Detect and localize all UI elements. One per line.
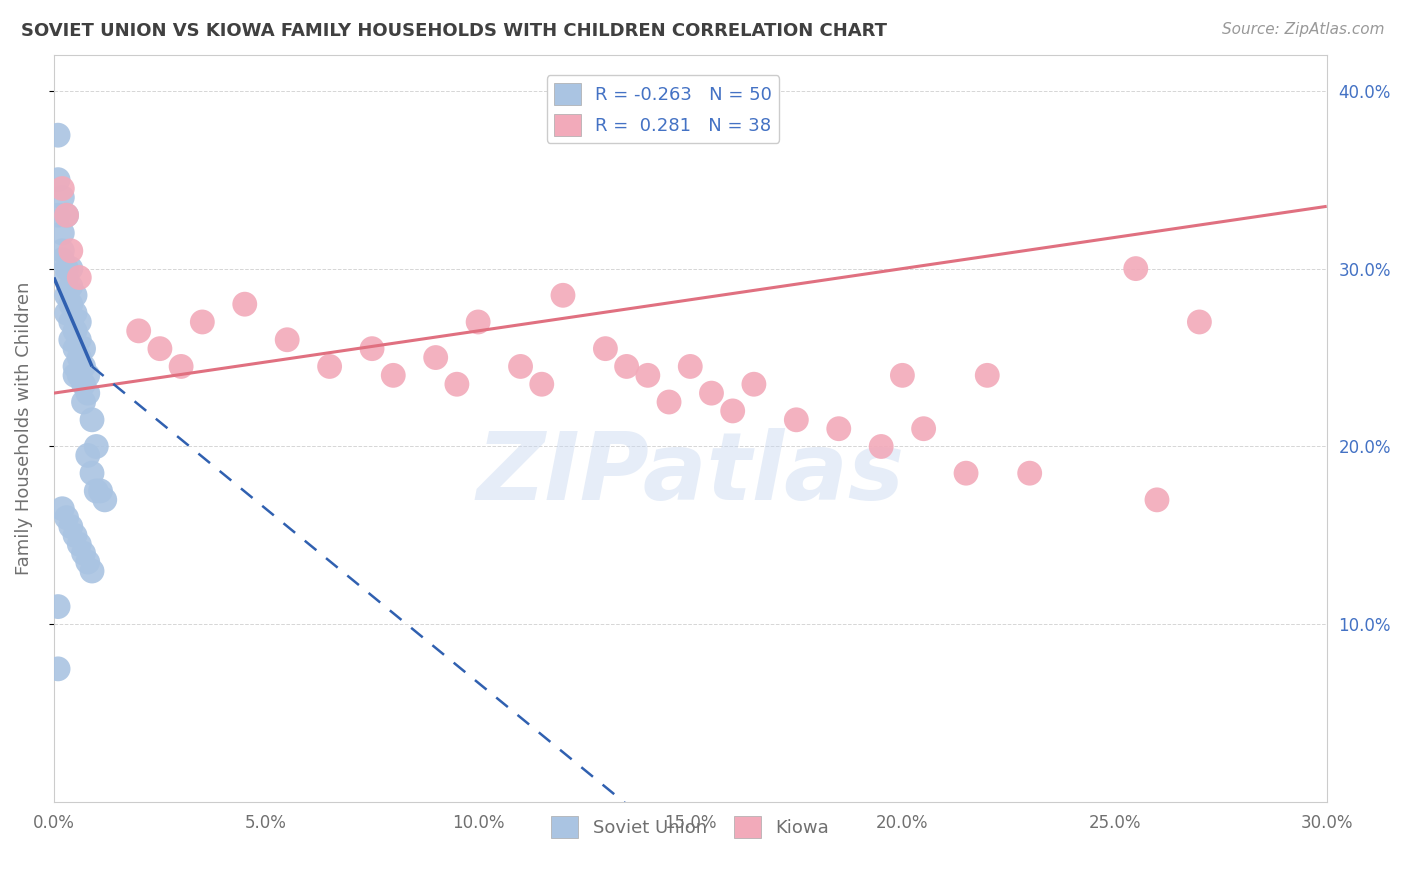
Text: Source: ZipAtlas.com: Source: ZipAtlas.com [1222,22,1385,37]
Point [76,386,98,401]
Point [59,519,82,533]
Point [63,368,86,383]
Point [828,422,851,436]
Point [55,306,77,320]
Point [76,449,98,463]
Point [467,315,489,329]
Point [55,208,77,222]
Point [446,377,468,392]
Point [72,546,94,560]
Point [530,377,553,392]
Point [55,261,77,276]
Point [1125,261,1147,276]
Point [170,359,193,374]
Point [785,413,807,427]
Point [955,466,977,480]
Point [72,377,94,392]
Point [595,342,617,356]
Text: ZIPatlas: ZIPatlas [477,427,904,519]
Legend: Soviet Union, Kiowa: Soviet Union, Kiowa [544,809,837,846]
Point [509,359,531,374]
Point [59,297,82,311]
Point [63,324,86,338]
Point [276,333,298,347]
Point [382,368,405,383]
Point [46,172,69,186]
Point [149,342,172,356]
Point [55,288,77,302]
Point [67,333,90,347]
Point [80,564,103,578]
Point [76,555,98,569]
Point [59,315,82,329]
Text: SOVIET UNION VS KIOWA FAMILY HOUSEHOLDS WITH CHILDREN CORRELATION CHART: SOVIET UNION VS KIOWA FAMILY HOUSEHOLDS … [21,22,887,40]
Point [46,128,69,143]
Point [63,342,86,356]
Point [51,501,73,516]
Point [84,483,107,498]
Point [318,359,340,374]
Point [551,288,574,302]
Point [67,368,90,383]
Point [59,261,82,276]
Point [700,386,723,401]
Point [80,466,103,480]
Point [721,404,744,418]
Point [72,395,94,409]
Point [51,181,73,195]
Point [67,315,90,329]
Point [51,252,73,267]
Point [742,377,765,392]
Point [67,537,90,551]
Point [912,422,935,436]
Point [51,190,73,204]
Point [637,368,659,383]
Point [94,492,117,507]
Point [658,395,681,409]
Point [59,333,82,347]
Point [679,359,702,374]
Point [361,342,384,356]
Point [84,440,107,454]
Point [72,342,94,356]
Point [55,208,77,222]
Point [1018,466,1040,480]
Y-axis label: Family Households with Children: Family Households with Children [15,282,32,575]
Point [63,306,86,320]
Point [616,359,638,374]
Point [46,208,69,222]
Point [67,351,90,365]
Point [191,315,214,329]
Point [870,440,893,454]
Point [46,599,69,614]
Point [976,368,998,383]
Point [63,288,86,302]
Point [63,359,86,374]
Point [128,324,150,338]
Point [89,483,111,498]
Point [55,510,77,524]
Point [67,270,90,285]
Point [80,413,103,427]
Point [55,270,77,285]
Point [76,368,98,383]
Point [425,351,447,365]
Point [891,368,914,383]
Point [59,279,82,293]
Point [46,662,69,676]
Point [72,359,94,374]
Point [1146,492,1168,507]
Point [51,244,73,258]
Point [59,244,82,258]
Point [1188,315,1211,329]
Point [63,528,86,542]
Point [51,226,73,240]
Point [233,297,256,311]
